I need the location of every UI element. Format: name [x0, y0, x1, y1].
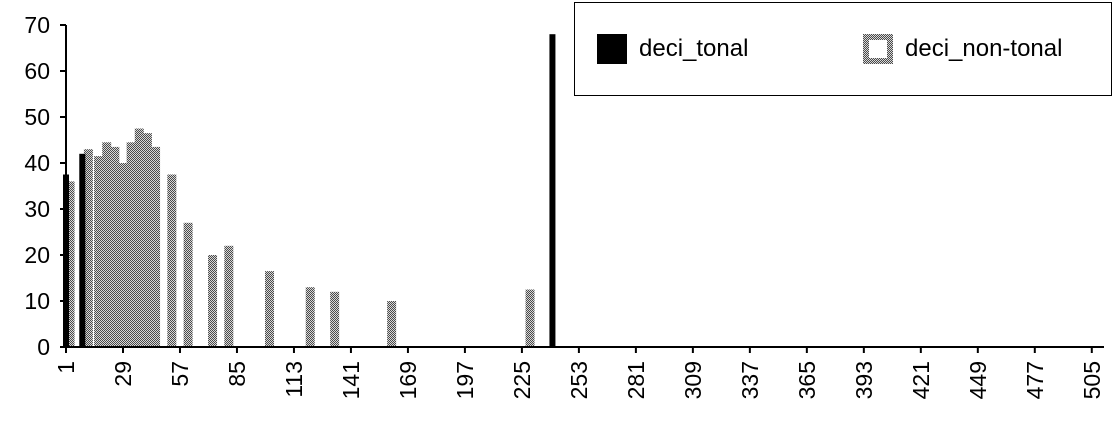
x-tick-label: 113	[281, 361, 307, 398]
x-tick-label: 169	[395, 361, 421, 399]
bar-deci-non-tonal	[387, 301, 397, 347]
bar-deci-non-tonal	[151, 146, 161, 347]
bar-deci-non-tonal	[65, 181, 75, 347]
y-tick-label: 10	[24, 288, 50, 314]
bar-deci-non-tonal	[118, 163, 128, 347]
x-tick-label: 57	[167, 361, 193, 387]
y-tick-label: 70	[24, 12, 50, 38]
bar-deci-non-tonal	[525, 289, 535, 347]
bar-deci-non-tonal	[208, 255, 218, 347]
bar-deci-non-tonal	[183, 222, 193, 347]
bar-deci-non-tonal	[167, 174, 177, 347]
x-axis-ticks: 1 29 57 85 113 141 169 197 225 253 281 309 337 365 393…	[53, 347, 1105, 399]
x-tick-label: 197	[452, 361, 478, 399]
bar-deci-non-tonal	[94, 156, 104, 347]
y-tick-label: 20	[24, 242, 50, 268]
bar-deci-non-tonal	[224, 245, 234, 347]
y-tick-label: 60	[24, 58, 50, 84]
y-tick-label: 0	[37, 334, 50, 360]
x-tick-label: 337	[737, 361, 763, 399]
y-tick-label: 30	[24, 196, 50, 222]
bar-deci-non-tonal	[134, 128, 144, 347]
legend-item-deci-tonal: deci_tonal	[597, 3, 748, 95]
x-tick-label: 393	[851, 361, 877, 399]
legend-label-deci-tonal: deci_tonal	[639, 35, 749, 62]
bar-deci-tonal	[79, 153, 86, 347]
y-tick-label: 40	[24, 150, 50, 176]
x-tick-label: 281	[623, 361, 649, 399]
x-tick-label: 449	[965, 361, 991, 399]
legend-label-deci-non-tonal: deci_non-tonal	[905, 35, 1063, 62]
bar-deci-non-tonal	[83, 149, 93, 347]
x-tick-label: 85	[224, 361, 250, 387]
bar-deci-non-tonal	[102, 142, 112, 347]
y-tick-label: 50	[24, 104, 50, 130]
x-tick-label: 309	[680, 361, 706, 399]
bar-deci-non-tonal	[265, 271, 275, 347]
x-tick-label: 421	[908, 361, 934, 399]
x-tick-label: 1	[53, 361, 79, 374]
x-tick-label: 365	[794, 361, 820, 399]
bar-deci-non-tonal	[142, 133, 152, 347]
bar-deci-non-tonal	[305, 287, 315, 347]
legend: deci_tonal deci_non-tonal	[574, 2, 1112, 96]
legend-item-deci-non-tonal: deci_non-tonal	[863, 3, 1062, 95]
x-tick-label: 29	[110, 361, 136, 387]
x-tick-label: 505	[1079, 361, 1105, 399]
x-tick-label: 253	[566, 361, 592, 399]
bar-deci-non-tonal	[330, 291, 340, 347]
bar-deci-tonal	[549, 34, 556, 347]
y-axis-ticks: 0 10 20 30 40 50 60 70	[24, 12, 66, 360]
bar-deci-non-tonal	[126, 142, 136, 347]
x-tick-label: 225	[509, 361, 535, 399]
legend-swatch-deci-tonal	[597, 34, 627, 64]
x-tick-label: 141	[338, 361, 364, 399]
legend-swatch-deci-non-tonal	[863, 34, 893, 64]
axes	[60, 25, 1104, 353]
bar-deci-non-tonal	[110, 146, 120, 347]
x-tick-label: 477	[1022, 361, 1048, 399]
series-deci-non-tonal	[65, 128, 535, 347]
